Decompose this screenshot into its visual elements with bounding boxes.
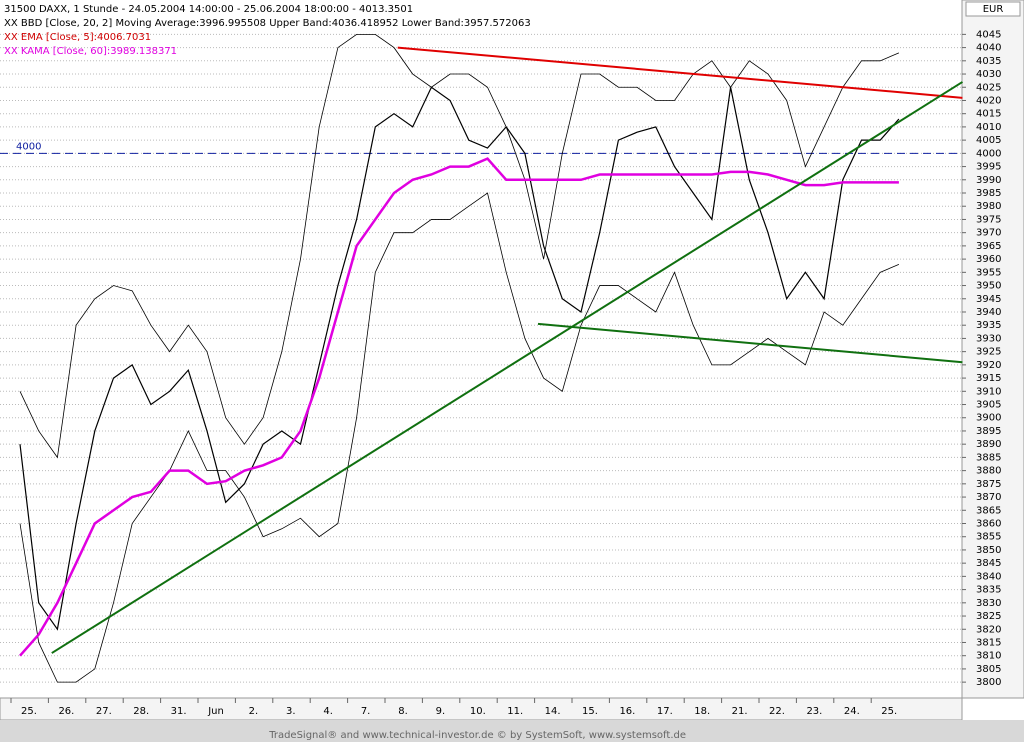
x-tick-label: 26. — [58, 706, 74, 717]
y-tick-label: 3995 — [976, 162, 1001, 173]
y-tick-label: 3910 — [976, 386, 1001, 397]
reference-label: 4000 — [16, 141, 41, 152]
y-tick-label: 3900 — [976, 413, 1001, 424]
y-tick-label: 4040 — [976, 43, 1001, 54]
x-tick-label: 22. — [769, 706, 785, 717]
y-tick-label: 3825 — [976, 611, 1001, 622]
x-tick-label: 4. — [323, 706, 333, 717]
y-tick-label: 4015 — [976, 109, 1001, 120]
x-tick-label: 25. — [881, 706, 897, 717]
y-tick-label: 4045 — [976, 29, 1001, 40]
y-tick-label: 3990 — [976, 175, 1001, 186]
y-tick-label: 3885 — [976, 452, 1001, 463]
trendline — [51, 81, 964, 654]
x-tick-label: 8. — [398, 706, 408, 717]
y-tick-label: 3965 — [976, 241, 1001, 252]
y-tick-label: 4000 — [976, 148, 1001, 159]
x-tick-label: 11. — [507, 706, 523, 717]
series-line — [19, 86, 900, 631]
x-tick-label: 28. — [133, 706, 149, 717]
unit-box — [965, 1, 1021, 17]
x-tick-label: 23. — [806, 706, 822, 717]
y-tick-label: 3950 — [976, 281, 1001, 292]
y-axis-panel — [961, 0, 1024, 699]
legend-entry: XX EMA [Close, 5]:4006.7031 — [4, 32, 151, 43]
y-tick-label: 3805 — [976, 664, 1001, 675]
series-line — [19, 157, 899, 657]
y-tick-label: 4010 — [976, 122, 1001, 133]
y-tick-label: 3905 — [976, 400, 1001, 411]
y-tick-label: 3890 — [976, 439, 1001, 450]
y-tick-label: 3860 — [976, 519, 1001, 530]
x-tick-label: 15. — [582, 706, 598, 717]
unit-label: EUR — [983, 4, 1004, 15]
legend-entry: XX BBD [Close, 20, 2] Moving Average:399… — [4, 18, 531, 29]
y-tick-label: 3960 — [976, 254, 1001, 265]
y-tick-label: 3880 — [976, 466, 1001, 477]
y-tick-label: 3915 — [976, 373, 1001, 384]
series-line — [19, 33, 900, 459]
y-tick-label: 3925 — [976, 347, 1001, 358]
y-tick-label: 3920 — [976, 360, 1001, 371]
x-tick-label: 31. — [171, 706, 187, 717]
x-tick-label: Jun — [207, 706, 224, 717]
y-tick-label: 3930 — [976, 333, 1001, 344]
trendline — [537, 322, 963, 364]
x-tick-label: 9. — [436, 706, 446, 717]
y-tick-label: 4035 — [976, 56, 1001, 67]
y-tick-label: 3970 — [976, 228, 1001, 239]
y-tick-label: 3830 — [976, 598, 1001, 609]
chart-title: 31500 DAXX, 1 Stunde - 24.05.2004 14:00:… — [4, 4, 413, 15]
footer: TradeSignal® and www.technical-investor.… — [268, 730, 686, 741]
y-tick-label: 3845 — [976, 558, 1001, 569]
x-tick-label: 21. — [732, 706, 748, 717]
y-tick-label: 3815 — [976, 637, 1001, 648]
x-tick-label: 16. — [619, 706, 635, 717]
y-tick-label: 3935 — [976, 320, 1001, 331]
y-tick-label: 4025 — [976, 82, 1001, 93]
y-tick-label: 3980 — [976, 201, 1001, 212]
y-tick-label: 3850 — [976, 545, 1001, 556]
y-tick-label: 4005 — [976, 135, 1001, 146]
y-tick-label: 3800 — [976, 677, 1001, 688]
y-tick-label: 3865 — [976, 505, 1001, 516]
y-tick-label: 4020 — [976, 95, 1001, 106]
legend-entry: XX KAMA [Close, 60]:3989.138371 — [4, 46, 177, 57]
y-tick-label: 3985 — [976, 188, 1001, 199]
y-tick-label: 3835 — [976, 585, 1001, 596]
y-tick-label: 3810 — [976, 651, 1001, 662]
y-tick-label: 3895 — [976, 426, 1001, 437]
y-tick-label: 3975 — [976, 214, 1001, 225]
x-tick-label: 2. — [249, 706, 259, 717]
y-tick-label: 3875 — [976, 479, 1001, 490]
y-tick-label: 3955 — [976, 267, 1001, 278]
y-tick-label: 3945 — [976, 294, 1001, 305]
trendline — [397, 46, 963, 99]
x-tick-label: 24. — [844, 706, 860, 717]
x-tick-label: 17. — [657, 706, 673, 717]
footer-bar — [0, 720, 1024, 742]
y-tick-label: 3820 — [976, 624, 1001, 635]
y-tick-label: 4030 — [976, 69, 1001, 80]
x-tick-label: 10. — [470, 706, 486, 717]
x-tick-label: 14. — [545, 706, 561, 717]
x-tick-label: 18. — [694, 706, 710, 717]
x-tick-label: 7. — [361, 706, 371, 717]
x-tick-label: 27. — [96, 706, 112, 717]
x-tick-label: 3. — [286, 706, 296, 717]
y-tick-label: 3940 — [976, 307, 1001, 318]
x-tick-label: 25. — [21, 706, 37, 717]
y-tick-label: 3855 — [976, 532, 1001, 543]
y-tick-label: 3840 — [976, 571, 1001, 582]
y-tick-label: 3870 — [976, 492, 1001, 503]
